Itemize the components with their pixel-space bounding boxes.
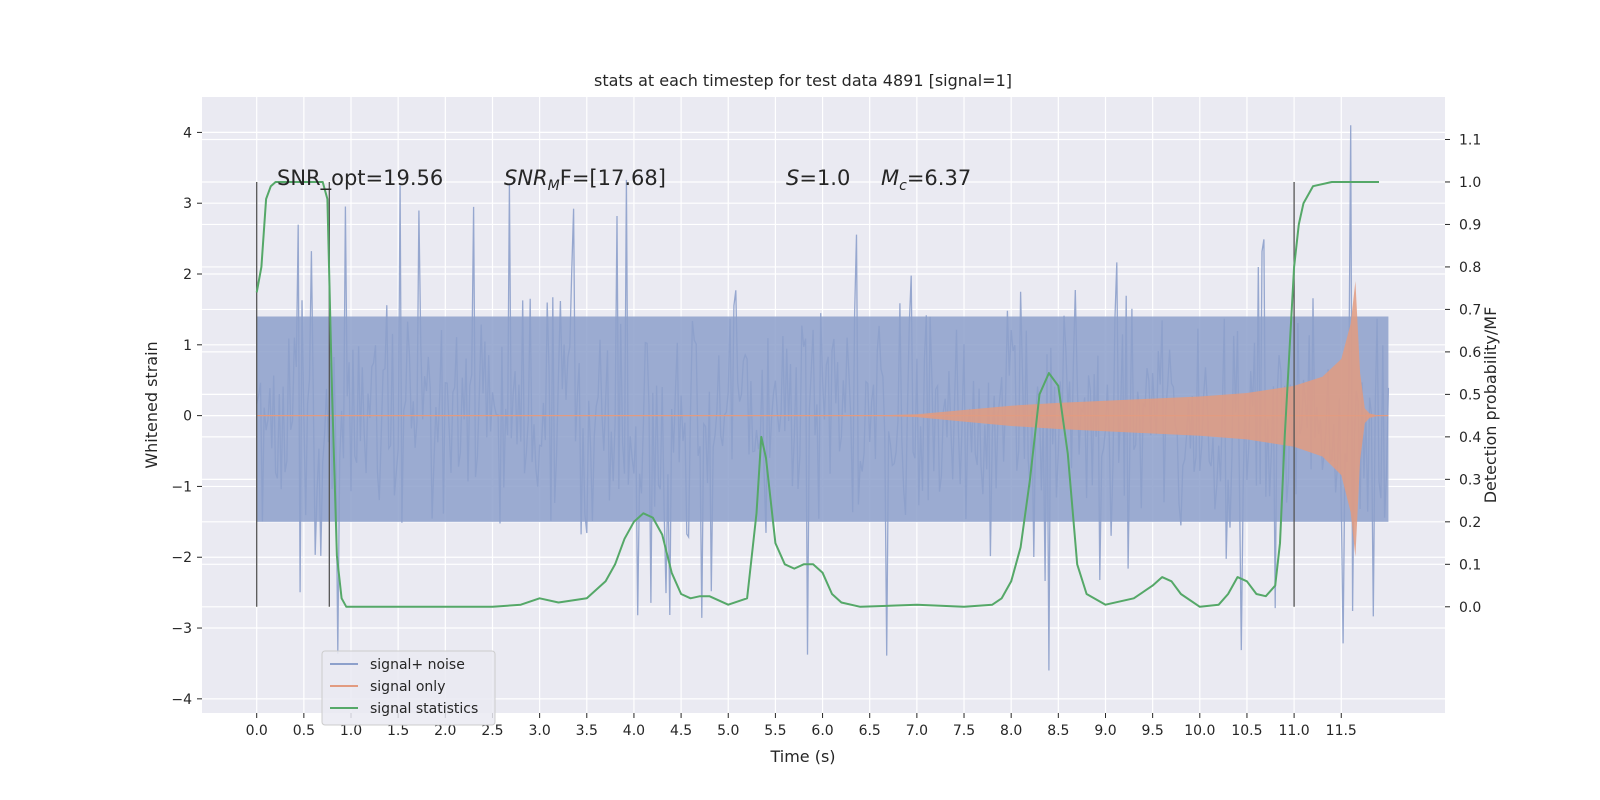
y-right-tick-label: 0.7	[1459, 302, 1481, 318]
x-tick-label: 0.0	[246, 723, 268, 739]
legend-label-signal-noise: signal+ noise	[370, 657, 465, 673]
y-axis-left-label: Whitened strain	[142, 341, 161, 468]
y-left-tick-label: 4	[183, 125, 192, 141]
x-tick-label: 6.5	[859, 723, 881, 739]
x-tick-label: 2.5	[481, 723, 503, 739]
signal-only-envelope	[256, 281, 1389, 557]
y-right-tick-label: 1.0	[1459, 175, 1481, 191]
chart-title: stats at each timestep for test data 489…	[594, 71, 1012, 90]
x-tick-label: 3.5	[576, 723, 598, 739]
x-tick-label: 1.0	[340, 723, 362, 739]
legend-label-signal-statistics: signal statistics	[370, 701, 478, 717]
mc-symbol: M	[881, 166, 899, 190]
y-left-tick-label: −1	[171, 479, 192, 495]
y-left-tick-label: 2	[183, 267, 192, 283]
snr-opt-annotation: SNR_opt=19.56	[277, 166, 443, 191]
y-axis-right-label: Detection probability/MF	[1481, 307, 1500, 504]
y-left-tick-label: 0	[183, 409, 192, 425]
x-tick-label: 9.5	[1142, 723, 1164, 739]
y-left-tick-label: −3	[171, 621, 192, 637]
y-left-tick-label: 3	[183, 196, 192, 212]
y-right-tick-label: 0.9	[1459, 217, 1481, 233]
y-right-tick-label: 0.2	[1459, 515, 1481, 531]
signal-noise-line	[256, 125, 1390, 671]
x-axis-label: Time (s)	[769, 747, 835, 766]
x-tick-label: 3.0	[528, 723, 550, 739]
y-right-tick-label: 1.1	[1459, 132, 1481, 148]
y-left-tick-label: 1	[183, 338, 192, 354]
x-axis: 0.0 0.5 1.0 1.5 2.0 2.5 3.0 3.5 4.0 4.5 5.0 5.5 6.0 6…	[246, 713, 1357, 739]
x-tick-label: 6.0	[811, 723, 833, 739]
annotations: SNR_opt=19.56 SNRMF=[17.68] S=1.0 Mc=6.3…	[277, 166, 971, 194]
x-tick-label: 4.0	[623, 723, 645, 739]
x-tick-label: 7.5	[953, 723, 975, 739]
x-tick-label: 0.5	[293, 723, 315, 739]
y-right-tick-label: 0.0	[1459, 600, 1481, 616]
snr-mf-annotation: SNRMF=[17.68]	[504, 166, 666, 194]
y-right-tick-label: 0.4	[1459, 430, 1481, 446]
snr-mf-value: F=[17.68]	[560, 166, 666, 190]
snr-mf-subscript: M	[548, 178, 560, 194]
mc-annotation: Mc=6.37	[881, 166, 971, 194]
x-tick-label: 4.5	[670, 723, 692, 739]
signal-only-series	[256, 281, 1389, 557]
x-tick-label: 11.0	[1279, 723, 1310, 739]
y-left-tick-label: −2	[171, 550, 192, 566]
s-value: =1.0	[799, 166, 850, 190]
y-axis-right: 0.0 0.1 0.2 0.3 0.4 0.5 0.6 0.7 0.8 0.9 1.0 1.1	[1445, 132, 1481, 616]
mc-subscript: c	[899, 178, 907, 194]
x-tick-label: 7.0	[906, 723, 928, 739]
mc-value: =6.37	[907, 166, 971, 190]
x-tick-label: 8.5	[1047, 723, 1069, 739]
x-tick-label: 5.5	[764, 723, 786, 739]
legend-label-signal-only: signal only	[370, 679, 445, 695]
x-tick-label: 1.5	[387, 723, 409, 739]
legend: signal+ noise signal only signal statist…	[321, 650, 496, 726]
y-axis-left: −4 −3 −2 −1 0 1 2 3 4	[171, 125, 202, 708]
y-right-tick-label: 0.5	[1459, 387, 1481, 403]
signal-statistics-line	[255, 181, 1379, 608]
x-tick-label: 2.0	[434, 723, 456, 739]
x-tick-label: 10.0	[1184, 723, 1215, 739]
signal-statistics-series	[255, 181, 1379, 608]
y-right-tick-label: 0.6	[1459, 345, 1481, 361]
x-tick-label: 11.5	[1326, 723, 1357, 739]
y-right-tick-label: 0.3	[1459, 472, 1481, 488]
y-right-tick-label: 0.1	[1459, 557, 1481, 573]
y-right-tick-label: 0.8	[1459, 260, 1481, 276]
s-annotation: S=1.0	[786, 166, 850, 190]
y-left-tick-label: −4	[171, 692, 192, 708]
snr-mf-symbol: SNR	[504, 166, 548, 190]
x-tick-label: 5.0	[717, 723, 739, 739]
x-tick-label: 9.0	[1094, 723, 1116, 739]
x-tick-label: 10.5	[1231, 723, 1262, 739]
x-tick-label: 8.0	[1000, 723, 1022, 739]
legend-box	[321, 650, 496, 726]
s-symbol: S	[786, 166, 799, 190]
